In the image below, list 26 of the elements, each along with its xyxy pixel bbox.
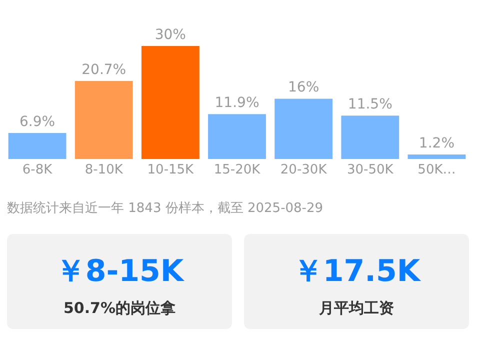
data-label: 6.9% [20, 114, 56, 130]
bar [341, 116, 400, 159]
x-tick-label: 30-50K [346, 162, 394, 178]
x-tick-label: 8-10K [84, 162, 124, 178]
bar [208, 114, 266, 159]
bar [408, 154, 466, 159]
x-tick-label: 6-8K [22, 162, 53, 178]
x-tick-label: 15-20K [214, 162, 261, 178]
data-label: 1.2% [418, 135, 454, 152]
text: ￥8-15K [55, 254, 186, 289]
bar [74, 81, 133, 159]
text: 数据统计来自近一年 1843 份样本，截至 2025-08-29 [7, 201, 324, 216]
x-tick-label: 20-30K [280, 162, 328, 178]
text: 50.7%的岗位拿 [63, 299, 176, 317]
x-tick-label: 10-15K [147, 162, 194, 178]
data-label: 16% [288, 80, 320, 96]
bar [141, 46, 200, 159]
text: 月平均工资 [318, 299, 394, 317]
data-label: 20.7% [82, 62, 126, 78]
bar [8, 133, 66, 159]
bar [274, 98, 333, 159]
text: ￥17.5K [292, 254, 422, 289]
data-label: 11.9% [214, 95, 260, 112]
data-label: 30% [154, 27, 186, 43]
data-label: 11.5% [348, 96, 392, 113]
x-tick-label: 50K… [418, 162, 456, 178]
